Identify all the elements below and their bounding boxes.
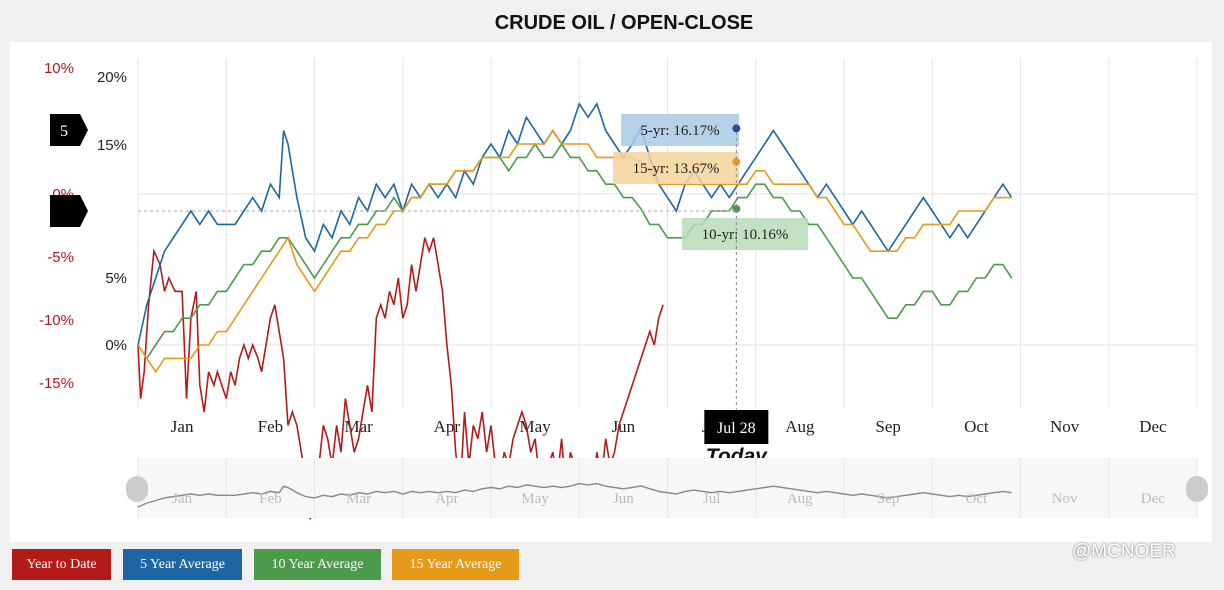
navigator-month-label: Jan <box>172 491 192 507</box>
navigator-month-label: Feb <box>259 491 282 507</box>
series-line-15-year-average <box>137 129 1012 374</box>
series-line-5-year-average <box>137 101 1013 346</box>
right-tick-label: 0% <box>105 337 127 354</box>
right-axis: 20% 15% 5% 0% <box>97 69 127 354</box>
legend-15-year-average[interactable]: 15 Year Average <box>392 549 519 580</box>
right-tick-label: 5% <box>105 270 127 287</box>
month-label: Mar <box>344 417 373 436</box>
tooltip-point <box>732 124 741 133</box>
chart-title: CRUDE OIL / OPEN-CLOSE <box>495 12 754 34</box>
tooltip-label: 5-yr: 16.17% <box>640 123 719 139</box>
y-marker-10 <box>50 195 88 227</box>
left-tick-label: -5% <box>47 249 74 266</box>
month-label: Nov <box>1050 417 1080 436</box>
navigator-month-label: Mar <box>346 491 371 507</box>
y-marker-label: 5 <box>60 123 68 140</box>
month-label: Sep <box>875 417 901 436</box>
month-label: Jun <box>612 417 636 436</box>
right-tick-label: 20% <box>97 69 127 86</box>
tooltip-label: 10-yr: 10.16% <box>702 227 789 243</box>
tooltip-group: 5-yr: 16.17% 15-yr: 13.67% 10-yr: 10.16% <box>613 114 808 250</box>
chart: CRUDE OIL / OPEN-CLOSE 10%0%-5%-10%-15% … <box>10 12 1212 542</box>
month-label: Feb <box>258 417 284 436</box>
navigator-month-label: Oct <box>966 491 988 507</box>
month-label: Oct <box>964 417 989 436</box>
legend-10-year-average[interactable]: 10 Year Average <box>254 549 381 580</box>
today-date-label: Jul 28 <box>717 420 756 437</box>
navigator-line <box>137 482 1012 508</box>
grid <box>137 58 1198 408</box>
navigator-month-label: Dec <box>1141 491 1165 507</box>
navigator-handle-left[interactable] <box>126 476 148 502</box>
month-label: Dec <box>1139 417 1167 436</box>
y-marker-5 <box>50 114 88 146</box>
left-axis: 10%0%-5%-10%-15% <box>39 60 74 392</box>
legend-year-to-date[interactable]: Year to Date <box>12 549 111 580</box>
navigator-month-label: Jun <box>613 491 634 507</box>
navigator-month-label: Aug <box>787 491 813 507</box>
tooltip-label: 15-yr: 13.67% <box>633 161 720 177</box>
navigator-month-label: Apr <box>435 491 458 507</box>
navigator[interactable]: Jan Feb Mar Apr May Jun Jul Aug Sep Oct Nov Dec <box>126 458 1208 518</box>
month-label: Aug <box>785 417 815 436</box>
left-tick-label: -10% <box>39 312 74 329</box>
navigator-handle-right[interactable] <box>1186 476 1208 502</box>
month-label: Apr <box>434 417 461 436</box>
tooltip-box <box>613 152 739 184</box>
navigator-month-label: Sep <box>877 491 900 507</box>
tooltip-box <box>682 218 808 250</box>
navigator-month-label: Nov <box>1052 491 1078 507</box>
left-tick-label: 10% <box>44 60 74 77</box>
today-date-box <box>704 410 769 444</box>
series-line-10-year-average <box>137 142 1013 360</box>
month-label: Jan <box>171 417 194 436</box>
y-marker-label: 10 <box>104 204 120 221</box>
legend-5-year-average[interactable]: 5 Year Average <box>123 549 242 580</box>
left-tick-label: -15% <box>39 375 74 392</box>
navigator-month-label: Jul <box>703 491 721 507</box>
right-tick-label: 15% <box>97 137 127 154</box>
tooltip-point <box>732 157 741 166</box>
navigator-month-label: May <box>521 491 549 507</box>
tooltip-box <box>621 114 739 146</box>
left-markers: 5 10 <box>50 114 120 227</box>
watermark: @MCNOER <box>1072 541 1176 562</box>
